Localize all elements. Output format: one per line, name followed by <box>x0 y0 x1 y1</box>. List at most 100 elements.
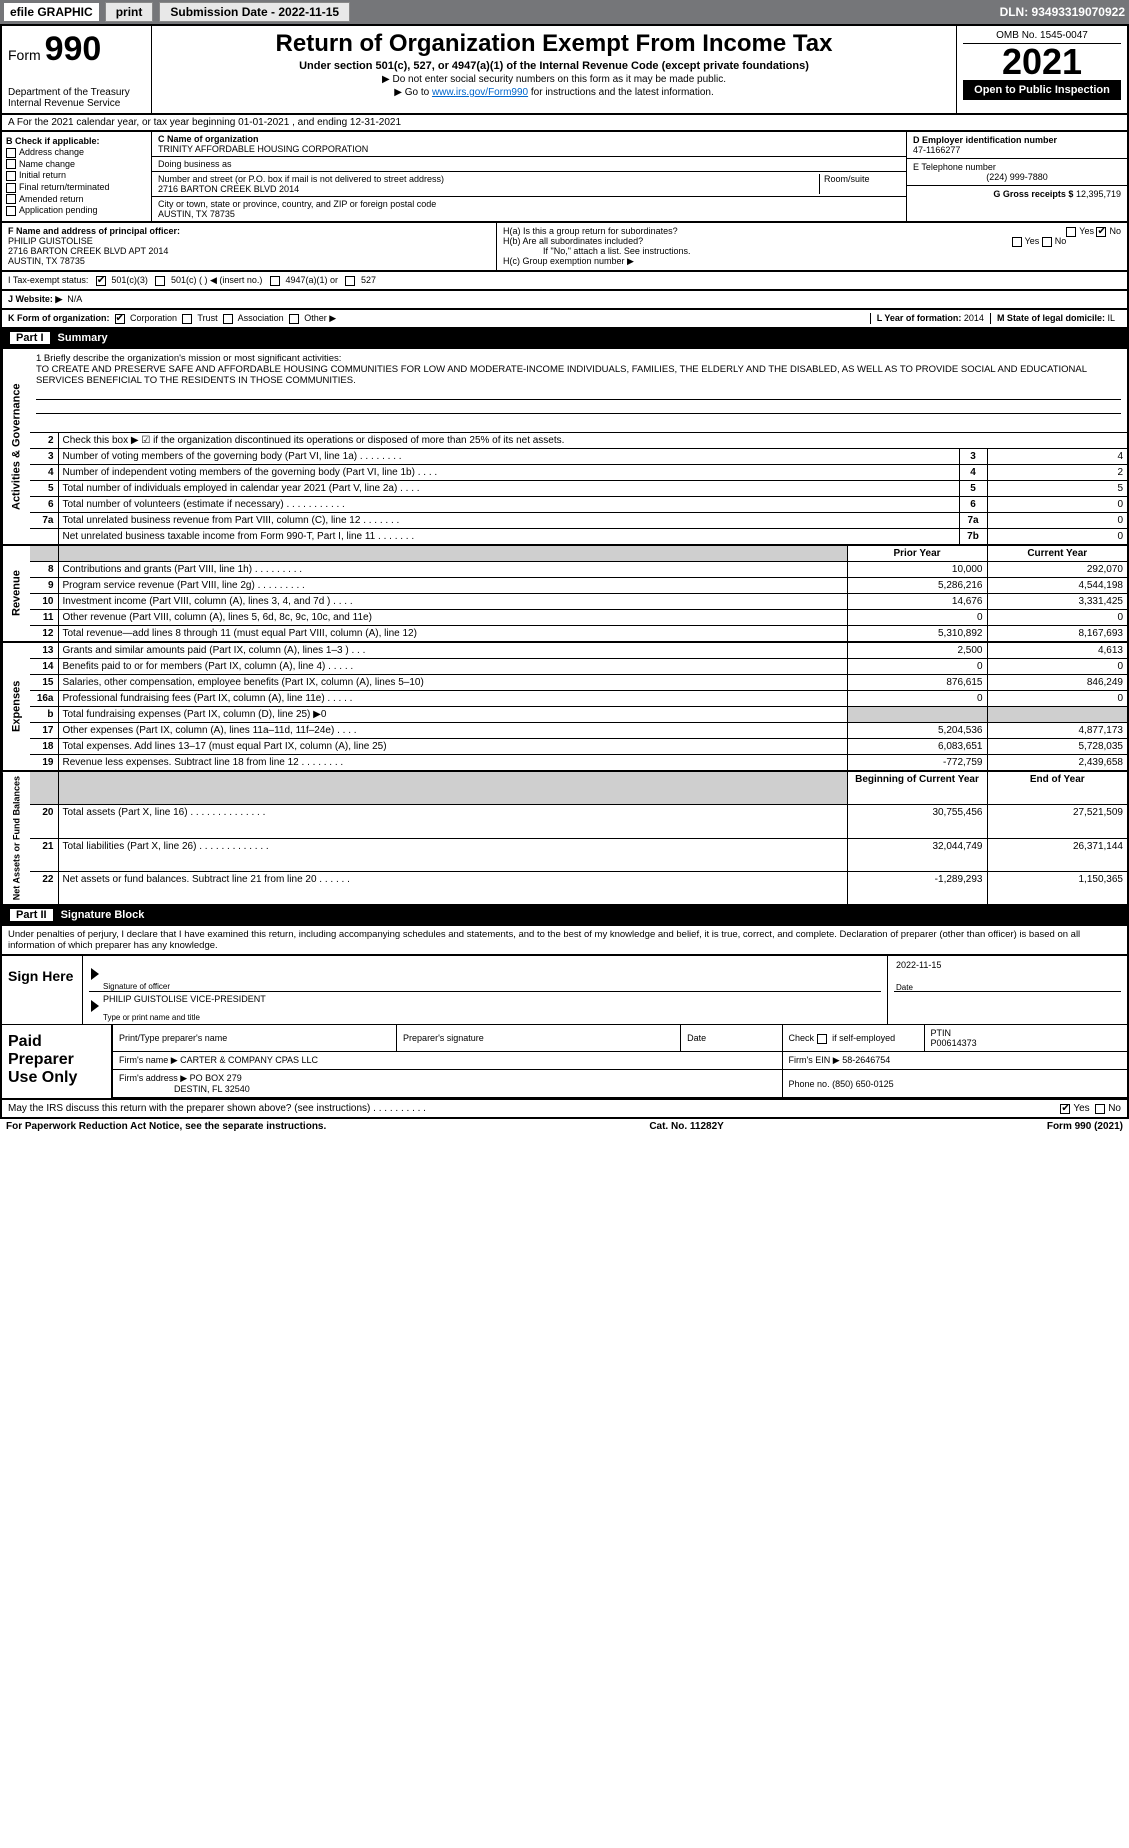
phone-value: (224) 999-7880 <box>913 172 1121 182</box>
chk-application-pending[interactable]: Application pending <box>6 205 147 216</box>
table-row: 12Total revenue—add lines 8 through 11 (… <box>30 626 1127 642</box>
col-d-e-g: D Employer identification number 47-1166… <box>907 132 1127 221</box>
chk-label: Initial return <box>19 170 66 180</box>
preparer-date-hdr: Date <box>681 1025 782 1052</box>
tax-status-label: I Tax-exempt status: <box>8 275 88 285</box>
firm-addr1: PO BOX 279 <box>190 1073 242 1083</box>
chk-label: Amended return <box>19 194 84 204</box>
form-org-label: K Form of organization: <box>8 313 110 323</box>
chk-final-return[interactable]: Final return/terminated <box>6 182 147 193</box>
col-c-org-info: C Name of organization TRINITY AFFORDABL… <box>152 132 907 221</box>
table-row: 19Revenue less expenses. Subtract line 1… <box>30 755 1127 771</box>
org-name: TRINITY AFFORDABLE HOUSING CORPORATION <box>158 144 900 154</box>
table-row: 18Total expenses. Add lines 13–17 (must … <box>30 739 1127 755</box>
state-value: IL <box>1107 313 1115 323</box>
opt-trust: Trust <box>197 313 217 323</box>
print-button[interactable]: print <box>105 2 154 22</box>
chk-discuss-no[interactable] <box>1095 1104 1105 1114</box>
officer-name: PHILIP GUISTOLISE <box>8 236 93 246</box>
table-row: 7aTotal unrelated business revenue from … <box>30 513 1127 529</box>
blank-line <box>36 416 1121 428</box>
gross-value: 12,395,719 <box>1076 189 1121 199</box>
preparer-sig-hdr: Preparer's signature <box>397 1025 681 1052</box>
addr-label: Number and street (or P.O. box if mail i… <box>158 174 815 184</box>
check-label: Check <box>789 1033 815 1043</box>
table-row: 10Investment income (Part VIII, column (… <box>30 594 1127 610</box>
triangle-icon <box>91 968 99 980</box>
revenue-table: Prior YearCurrent Year8Contributions and… <box>30 546 1127 641</box>
part-number: Part II <box>10 909 53 921</box>
subtitle-3: ▶ Go to www.irs.gov/Form990 for instruct… <box>158 87 950 98</box>
chk-501c3[interactable] <box>96 276 106 286</box>
opt-association: Association <box>238 313 284 323</box>
yes-label: Yes <box>1025 236 1040 246</box>
chk-discuss-yes[interactable] <box>1060 1104 1070 1114</box>
firm-ein-cell: Firm's EIN ▶ 58-2646754 <box>782 1052 1127 1070</box>
yes-label: Yes <box>1079 226 1094 236</box>
submission-date-button[interactable]: Submission Date - 2022-11-15 <box>159 2 350 22</box>
table-row: 2Check this box ▶ ☑ if the organization … <box>30 433 1127 449</box>
dept-treasury: Department of the Treasury <box>8 87 145 98</box>
firm-phone-label: Phone no. <box>789 1079 830 1089</box>
principal-officer: F Name and address of principal officer:… <box>2 223 497 270</box>
chk-527[interactable] <box>345 276 355 286</box>
efile-graphic-label: efile GRAPHIC <box>4 3 99 21</box>
opt-corporation: Corporation <box>130 313 177 323</box>
table-row: 6Total number of volunteers (estimate if… <box>30 497 1127 513</box>
part-title: Signature Block <box>61 909 145 921</box>
table-header-row: Beginning of Current YearEnd of Year <box>30 772 1127 805</box>
website-value: N/A <box>67 294 82 304</box>
side-label-revenue: Revenue <box>2 546 30 641</box>
hb-row: H(b) Are all subordinates included? Yes … <box>503 236 1121 246</box>
chk-trust[interactable] <box>182 314 192 324</box>
chk-amended-return[interactable]: Amended return <box>6 194 147 205</box>
col-b-label: B Check if applicable: <box>6 136 147 146</box>
group-return: H(a) Is this a group return for subordin… <box>497 223 1127 270</box>
year-label: L Year of formation: <box>877 313 962 323</box>
header-right: OMB No. 1545-0047 2021 Open to Public In… <box>957 26 1127 113</box>
table-row: Print/Type preparer's name Preparer's si… <box>113 1025 1128 1052</box>
form-number: Form 990 <box>8 30 145 69</box>
subtitle-2: ▶ Do not enter social security numbers o… <box>158 74 950 85</box>
firm-ein: 58-2646754 <box>842 1055 890 1065</box>
addr-value: 2716 BARTON CREEK BLVD 2014 <box>158 184 815 194</box>
chk-association[interactable] <box>223 314 233 324</box>
expenses-section: Expenses 13Grants and similar amounts pa… <box>0 643 1129 772</box>
chk-4947[interactable] <box>270 276 280 286</box>
irs-label: Internal Revenue Service <box>8 98 145 109</box>
yes-label: Yes <box>1073 1103 1089 1114</box>
chk-label: Name change <box>19 159 75 169</box>
page-footer: For Paperwork Reduction Act Notice, see … <box>0 1119 1129 1134</box>
addr-street: Number and street (or P.O. box if mail i… <box>158 174 820 194</box>
goto-suffix: for instructions and the latest informat… <box>528 87 714 98</box>
chk-name-change[interactable]: Name change <box>6 159 147 170</box>
row-a-calendar-year: A For the 2021 calendar year, or tax yea… <box>0 115 1129 132</box>
firm-name-label: Firm's name ▶ <box>119 1055 178 1065</box>
irs-link[interactable]: www.irs.gov/Form990 <box>432 87 528 98</box>
chk-501c[interactable] <box>155 276 165 286</box>
expenses-table: 13Grants and similar amounts paid (Part … <box>30 643 1127 770</box>
dba-label: Doing business as <box>158 159 900 169</box>
org-name-label: C Name of organization <box>158 134 900 144</box>
table-row: Firm's address ▶ PO BOX 279 DESTIN, FL 3… <box>113 1070 1128 1098</box>
chk-initial-return[interactable]: Initial return <box>6 170 147 181</box>
signature-cells: Signature of officer PHILIP GUISTOLISE V… <box>82 956 887 1024</box>
chk-corporation[interactable] <box>115 314 125 324</box>
governance-table: 2Check this box ▶ ☑ if the organization … <box>30 433 1127 544</box>
chk-other[interactable] <box>289 314 299 324</box>
chk-self-employed[interactable] <box>817 1034 827 1044</box>
pra-notice: For Paperwork Reduction Act Notice, see … <box>6 1121 326 1132</box>
addr-cell: Number and street (or P.O. box if mail i… <box>152 172 906 197</box>
no-label: No <box>1109 226 1121 236</box>
sig-officer-label: Signature of officer <box>103 982 170 991</box>
table-row: 22Net assets or fund balances. Subtract … <box>30 872 1127 905</box>
firm-addr2: DESTIN, FL 32540 <box>174 1084 250 1094</box>
gross-label: G Gross receipts $ <box>993 189 1073 199</box>
chk-address-change[interactable]: Address change <box>6 147 147 158</box>
header-left: Form 990 Department of the Treasury Inte… <box>2 26 152 113</box>
col-b-checkboxes: B Check if applicable: Address change Na… <box>2 132 152 221</box>
ptin-value: P00614373 <box>931 1038 977 1048</box>
chk-label: Final return/terminated <box>19 182 110 192</box>
chk-label: Application pending <box>19 205 98 215</box>
date-label: Date <box>896 983 913 992</box>
